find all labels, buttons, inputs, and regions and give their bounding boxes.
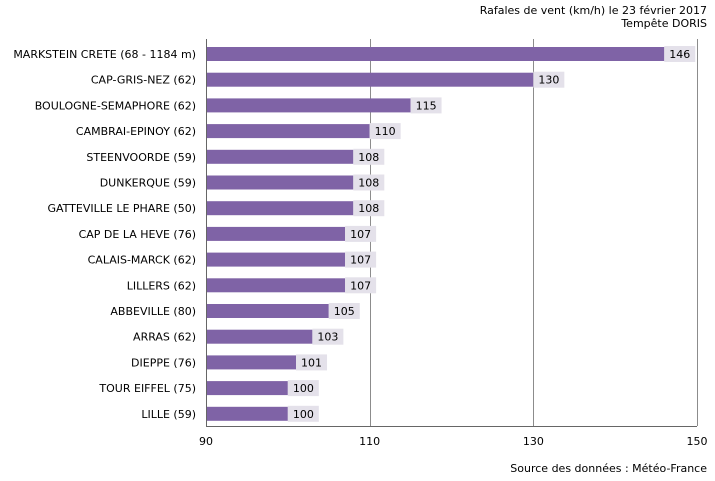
category-label-8: CALAIS-MARCK (62) (88, 254, 196, 267)
bar-7 (207, 226, 346, 241)
bar-6 (207, 201, 354, 216)
category-label-4: STEENVOORDE (59) (86, 151, 196, 164)
category-label-3: CAMBRAI-EPINOY (62) (76, 125, 196, 138)
category-label-7: CAP DE LA HEVE (76) (79, 228, 196, 241)
value-label-bg-14 (287, 405, 319, 422)
value-label-bg-0 (664, 46, 696, 62)
value-label-6: 108 (358, 202, 379, 215)
x-tick-label-130: 130 (523, 435, 544, 448)
value-label-bg-2 (410, 97, 442, 114)
category-label-5: DUNKERQUE (59) (100, 177, 196, 190)
value-label-bg-10 (328, 303, 360, 319)
category-label-10: ABBEVILLE (80) (110, 305, 196, 318)
value-label-bg-11 (312, 328, 344, 345)
category-label-9: LILLERS (62) (127, 279, 196, 292)
bars-group: 146 130 115 110 108 108 108 107 107 107 105 103 101 1… (207, 46, 696, 422)
bar-3 (207, 124, 370, 139)
data-source-note: Source des données : Météo-France (510, 462, 707, 475)
x-tick-label-110: 110 (359, 435, 380, 448)
chart-subtitle: Tempête DORIS (621, 17, 707, 30)
x-tick-label-150: 150 (687, 435, 708, 448)
category-label-1: CAP-GRIS-NEZ (62) (91, 74, 196, 87)
value-label-14: 100 (293, 408, 314, 421)
value-label-4: 108 (358, 151, 379, 164)
bar-11 (207, 329, 313, 344)
value-label-bg-1 (533, 71, 565, 88)
bar-4 (207, 149, 354, 164)
value-label-11: 103 (317, 331, 338, 344)
value-label-12: 101 (301, 356, 322, 369)
bar-14 (207, 406, 288, 421)
value-label-bg-8 (345, 251, 377, 268)
category-label-13: TOUR EIFFEL (75) (98, 382, 196, 395)
value-label-3: 110 (375, 125, 396, 138)
value-label-0: 146 (669, 48, 690, 61)
bar-9 (207, 278, 346, 293)
value-label-bg-5 (353, 174, 385, 191)
value-label-1: 130 (538, 74, 559, 87)
category-label-12: DIEPPE (76) (131, 356, 196, 369)
bar-2 (207, 98, 411, 113)
value-label-bg-13 (287, 380, 319, 397)
bar-10 (207, 304, 329, 318)
value-label-2: 115 (416, 99, 437, 112)
category-label-14: LILLE (59) (141, 408, 196, 421)
category-label-2: BOULOGNE-SEMAPHORE (62) (35, 99, 196, 112)
value-label-13: 100 (293, 382, 314, 395)
x-tick-labels: 90 110 130 150 (199, 435, 708, 448)
value-label-bg-4 (353, 148, 385, 165)
category-label-11: ARRAS (62) (133, 331, 196, 344)
value-label-8: 107 (350, 254, 371, 267)
value-label-10: 105 (334, 305, 355, 318)
x-tick-label-90: 90 (199, 435, 213, 448)
value-label-bg-9 (345, 277, 377, 294)
bar-5 (207, 175, 354, 190)
chart-title: Rafales de vent (km/h) le 23 février 201… (479, 4, 707, 17)
value-label-bg-12 (296, 354, 328, 371)
value-label-9: 107 (350, 279, 371, 292)
category-labels: MARKSTEIN CRETE (68 - 1184 m) CAP-GRIS-NE… (13, 48, 196, 421)
value-label-bg-6 (353, 200, 385, 217)
value-label-5: 108 (358, 177, 379, 190)
bar-13 (207, 381, 288, 396)
bar-12 (207, 355, 297, 370)
value-label-bg-3 (369, 123, 401, 140)
value-label-7: 107 (350, 228, 371, 241)
category-label-0: MARKSTEIN CRETE (68 - 1184 m) (13, 48, 196, 61)
value-label-bg-7 (345, 225, 377, 242)
bar-0 (207, 47, 665, 61)
bar-1 (207, 72, 534, 87)
category-label-6: GATTEVILLE LE PHARE (50) (47, 202, 196, 215)
bar-8 (207, 252, 346, 267)
